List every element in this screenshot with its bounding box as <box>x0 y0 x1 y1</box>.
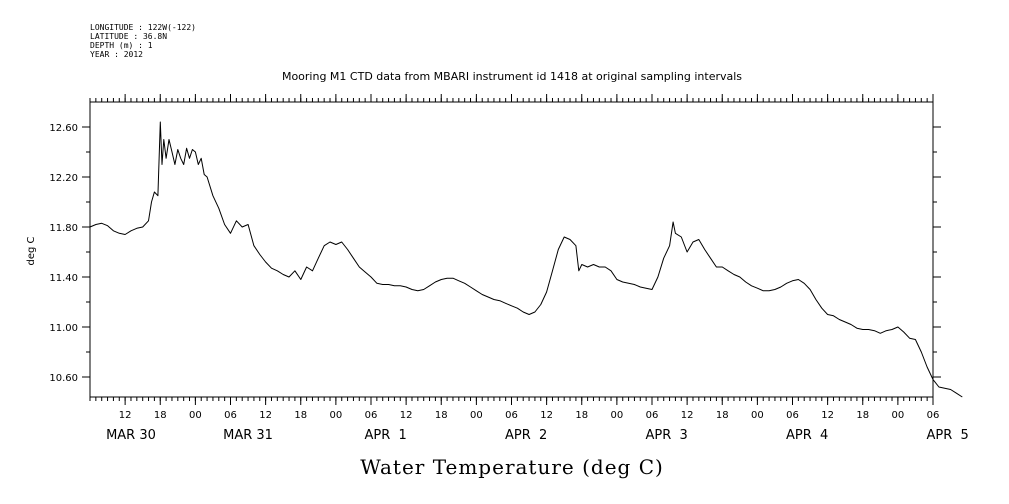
x-hour-label: 06 <box>365 410 378 421</box>
chart-title: Mooring M1 CTD data from MBARI instrumen… <box>282 70 742 83</box>
y-tick-label: 11.00 <box>49 323 78 334</box>
y-axis-label: deg C <box>26 236 37 265</box>
x-hour-label: 06 <box>927 410 940 421</box>
y-axis: 10.60 11.00 11.40 11.80 12.20 12.60 <box>49 123 941 384</box>
x-hour-label: 06 <box>646 410 659 421</box>
x-hour-label: 18 <box>856 410 869 421</box>
x-hour-label: 06 <box>224 410 237 421</box>
x-hour-label: 18 <box>154 410 167 421</box>
x-axis-label: Water Temperature (deg C) <box>360 455 664 479</box>
x-hour-label: 12 <box>540 410 553 421</box>
depth-text: DEPTH (m) : 1 <box>90 41 153 50</box>
x-hour-label: 12 <box>400 410 413 421</box>
metadata-block: LONGITUDE : 122W(-122) LATITUDE : 36.8N … <box>90 23 196 59</box>
y-tick-label: 11.40 <box>49 273 78 284</box>
x-hour-label: 18 <box>435 410 448 421</box>
y-tick-label: 12.60 <box>49 123 78 134</box>
minor-tick-marks <box>89 98 934 401</box>
x-hour-label: 18 <box>294 410 307 421</box>
x-hour-label: 12 <box>681 410 694 421</box>
x-hour-label: 00 <box>330 410 343 421</box>
x-day-label: APR 1 <box>364 428 406 443</box>
x-hour-label: 00 <box>189 410 202 421</box>
x-hour-label: 18 <box>575 410 588 421</box>
x-day-label: APR 2 <box>505 428 547 443</box>
x-hour-label: 00 <box>892 410 905 421</box>
x-hour-label: 12 <box>821 410 834 421</box>
x-hour-label: 12 <box>259 410 272 421</box>
plot-frame <box>89 101 934 398</box>
x-day-label: MAR 31 <box>223 428 273 443</box>
longitude-text: LONGITUDE : 122W(-122) <box>90 23 196 32</box>
y-tick-label: 12.20 <box>49 173 78 184</box>
latitude-text: LATITUDE : 36.8N <box>90 32 167 41</box>
year-text: YEAR : 2012 <box>90 50 143 59</box>
x-hour-label: 12 <box>119 410 132 421</box>
minor-ticks <box>89 98 934 401</box>
temperature-series-line <box>89 121 963 398</box>
y-tick-label: 10.60 <box>49 373 78 384</box>
x-hour-label: 00 <box>611 410 624 421</box>
x-day-label: APR 3 <box>645 428 687 443</box>
x-hour-label: 18 <box>716 410 729 421</box>
x-axis: 12 18 00 06 12 18 00 06 12 18 00 06 12 18 00 06 12 18 00 06… <box>106 94 969 443</box>
x-hour-label: 06 <box>786 410 799 421</box>
x-day-label: APR 4 <box>786 428 828 443</box>
x-hour-label: 06 <box>505 410 518 421</box>
x-hour-label: 00 <box>470 410 483 421</box>
series-group <box>89 121 963 398</box>
x-day-label: MAR 30 <box>106 428 156 443</box>
x-hour-label: 00 <box>751 410 764 421</box>
x-day-label: APR 5 <box>926 428 968 443</box>
y-tick-label: 11.80 <box>49 223 78 234</box>
